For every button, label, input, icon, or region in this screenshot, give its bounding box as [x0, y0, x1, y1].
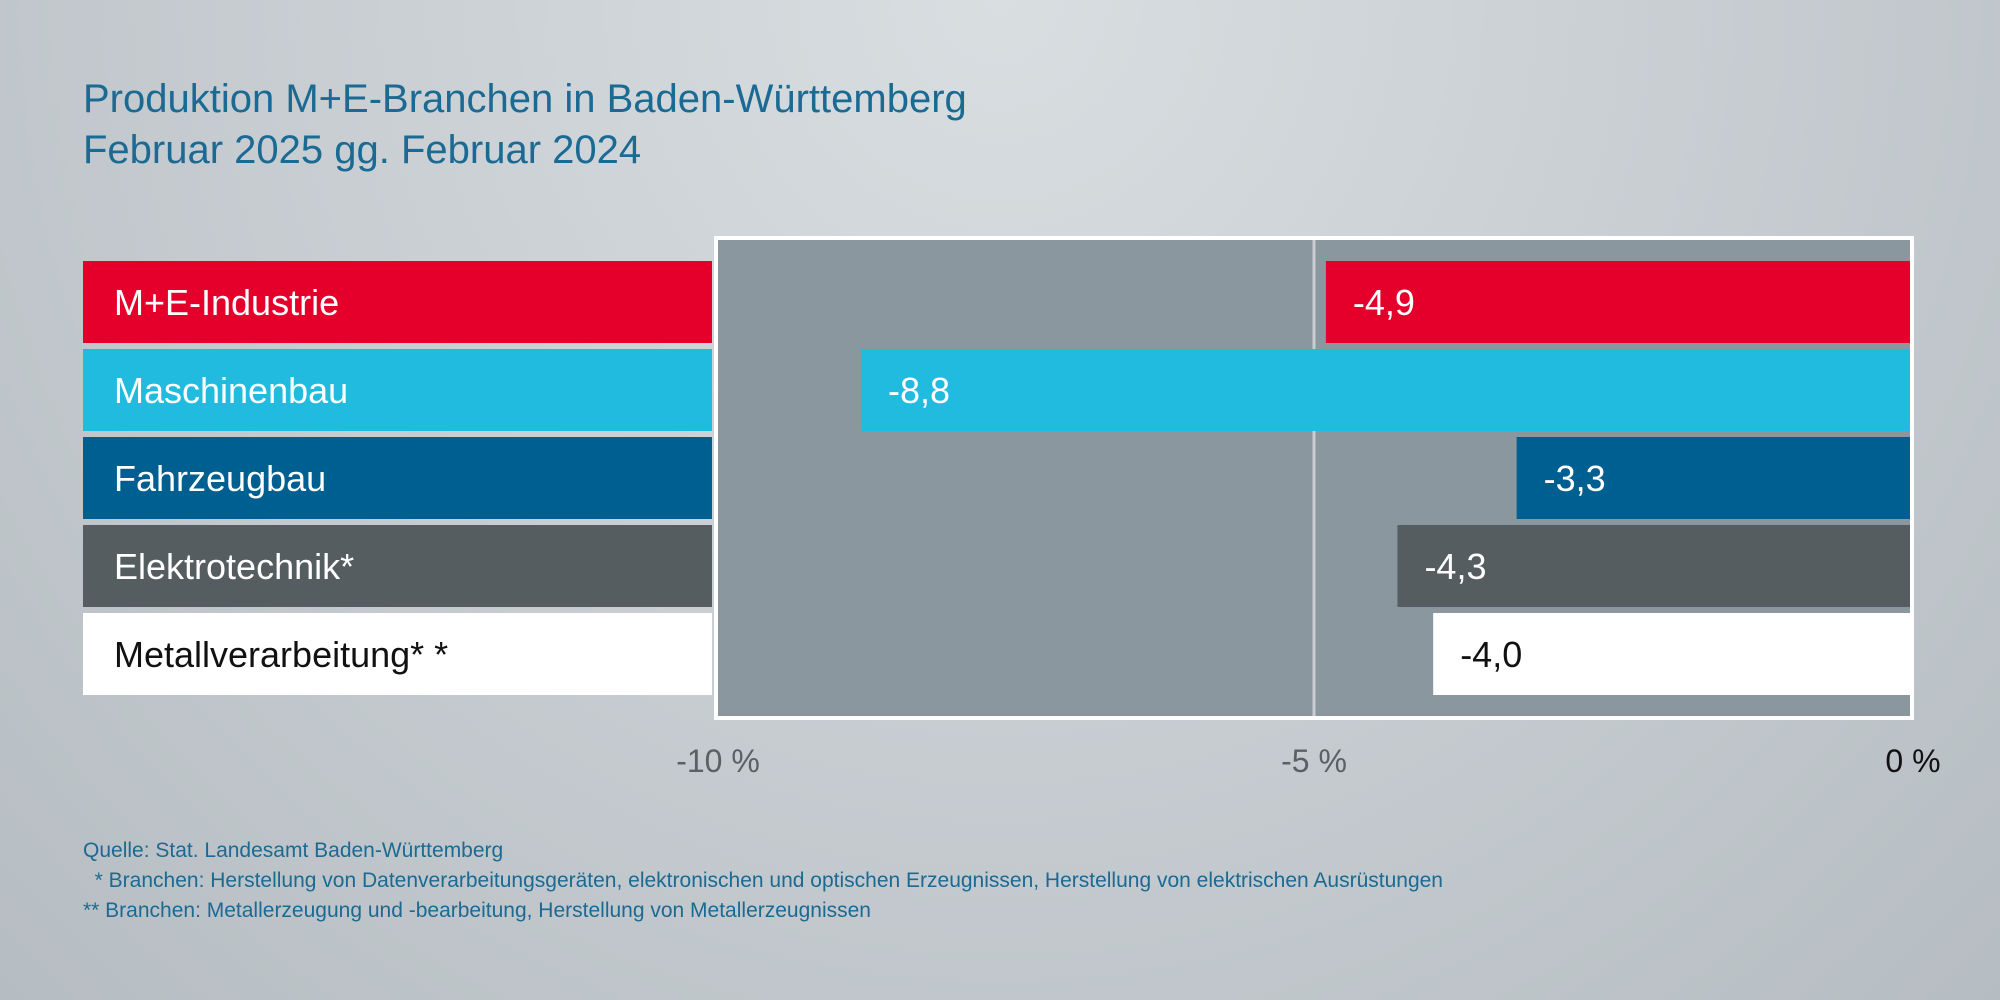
title-line-2: Februar 2025 gg. Februar 2024	[83, 128, 642, 172]
footnote-2: ** Branchen: Metallerzeugung und -bearbe…	[83, 899, 871, 922]
value-label-maschinenbau: -8,8	[888, 370, 950, 411]
source-note: Quelle: Stat. Landesamt Baden-Württember…	[83, 839, 504, 862]
category-label-elektrotechnik: Elektrotechnik*	[114, 546, 354, 587]
footnote-1: * Branchen: Herstellung von Datenverarbe…	[83, 869, 1443, 892]
category-label-m-e-industrie: M+E-Industrie	[114, 282, 339, 323]
category-label-maschinenbau: Maschinenbau	[114, 370, 348, 411]
bar-elektrotechnik	[1397, 525, 1910, 607]
category-band-maschinenbau	[83, 349, 712, 431]
category-label-metallverarbeitung: Metallverarbeitung* *	[114, 634, 448, 675]
bar-chart: M+E-Industrie -4,9 Maschinenbau -8,8 Fahrzeu…	[83, 240, 1941, 779]
category-band-elektrotechnik	[83, 525, 712, 607]
value-label-m-e-industrie: -4,9	[1353, 282, 1415, 323]
category-label-fahrzeugbau: Fahrzeugbau	[114, 458, 326, 499]
value-label-elektrotechnik: -4,3	[1424, 546, 1486, 587]
category-band-m-e-industrie	[83, 261, 712, 343]
title-line-1: Produktion M+E-Branchen in Baden-Württem…	[83, 77, 967, 121]
bar-fahrzeugbau	[1516, 437, 1910, 519]
tick-label-3: 0 %	[1885, 743, 1940, 779]
tick-label-2: -5 %	[1281, 743, 1347, 779]
value-label-metallverarbeitung: -4,0	[1460, 634, 1522, 675]
chart-footer: Quelle: Stat. Landesamt Baden-Württember…	[83, 836, 1443, 926]
bar-maschinenbau	[861, 349, 1910, 431]
value-label-fahrzeugbau: -3,3	[1544, 458, 1606, 499]
tick-label-1: -10 %	[676, 743, 760, 779]
bar-metallverarbeitung	[1433, 613, 1910, 695]
category-band-fahrzeugbau	[83, 437, 712, 519]
category-band-metallverarbeitung	[83, 613, 712, 695]
bar-m-e-industrie	[1325, 261, 1910, 343]
chart-title: Produktion M+E-Branchen in Baden-Württem…	[83, 74, 967, 176]
